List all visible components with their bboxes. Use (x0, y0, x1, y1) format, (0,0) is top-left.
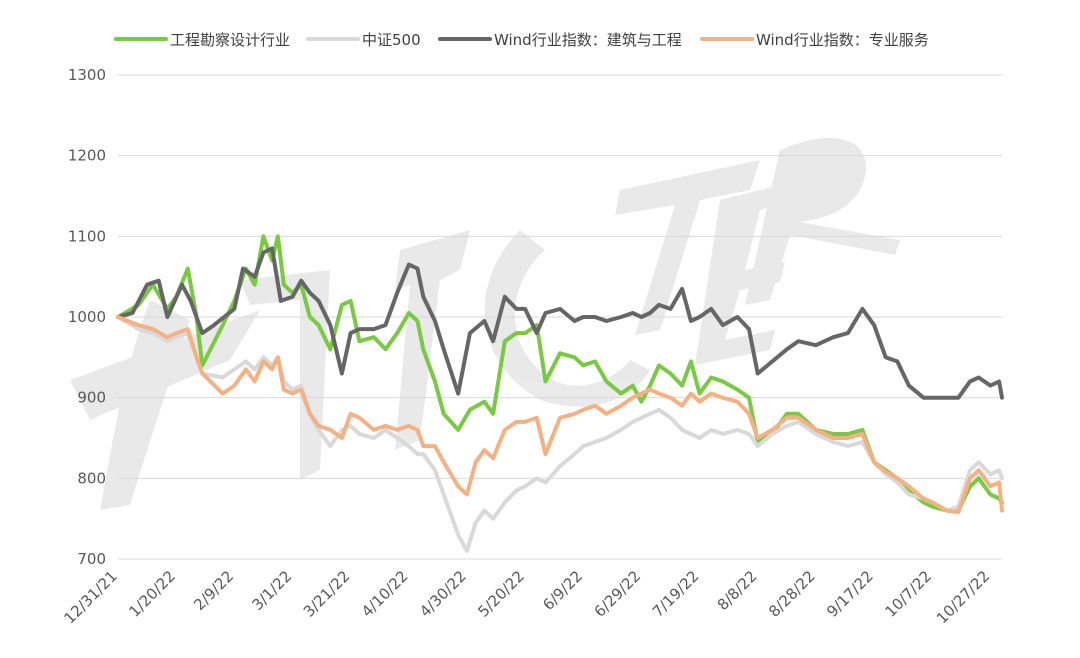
y-tick-label: 1200 (68, 147, 106, 165)
watermark (70, 137, 900, 510)
x-tick-label: 12/31/21 (60, 567, 120, 627)
x-axis: 12/31/21 1/20/22 2/9/22 3/1/22 3/21/22 4/10/2… (60, 567, 993, 627)
x-tick-label: 4/10/22 (358, 567, 412, 621)
watermark-stroke-1 (100, 300, 190, 510)
x-tick-label: 1/20/22 (125, 567, 179, 621)
gridlines (118, 74, 1002, 560)
x-tick-label: 6/29/22 (591, 567, 645, 621)
watermark-stroke-5 (615, 160, 760, 335)
series-line-3 (116, 315, 1004, 515)
legend-label-0: 工程勘察设计行业 (170, 31, 290, 49)
y-tick-label: 1300 (68, 66, 106, 84)
y-tick-label: 800 (77, 469, 106, 487)
watermark-stroke-4 (484, 230, 650, 407)
y-tick-label: 1100 (68, 227, 106, 245)
series-group (116, 234, 1004, 553)
series-line-2 (116, 246, 1004, 400)
x-tick-label: 9/17/22 (823, 567, 877, 621)
x-tick-label: 6/9/22 (539, 567, 586, 614)
y-tick-label: 1000 (68, 308, 106, 326)
x-tick-label: 10/27/22 (933, 567, 993, 627)
y-axis: 700 800 900 1000 1100 1200 1300 (68, 66, 106, 568)
x-tick-label: 7/19/22 (649, 567, 703, 621)
watermark-stroke-7 (745, 137, 900, 305)
legend-label-1: 中证500 (362, 31, 421, 49)
x-tick-label: 2/9/22 (190, 567, 237, 614)
x-tick-label: 5/20/22 (474, 567, 528, 621)
x-tick-label: 8/8/22 (714, 567, 761, 614)
watermark-stroke-6 (695, 180, 800, 365)
legend-label-3: Wind行业指数：专业服务 (756, 31, 929, 49)
x-tick-label: 8/28/22 (765, 567, 819, 621)
x-tick-label: 3/21/22 (300, 567, 354, 621)
y-tick-label: 700 (77, 550, 106, 568)
y-tick-label: 900 (77, 389, 106, 407)
watermark-stroke-3 (395, 230, 470, 450)
x-tick-label: 4/30/22 (416, 567, 470, 621)
watermark-stroke-2 (240, 270, 330, 480)
legend-label-2: Wind行业指数：建筑与工程 (494, 31, 682, 49)
x-tick-label: 3/1/22 (248, 567, 295, 614)
legend: 工程勘察设计行业 中证500 Wind行业指数：建筑与工程 Wind行业指数：专业服务 (114, 31, 929, 49)
x-tick-label: 10/7/22 (881, 567, 935, 621)
